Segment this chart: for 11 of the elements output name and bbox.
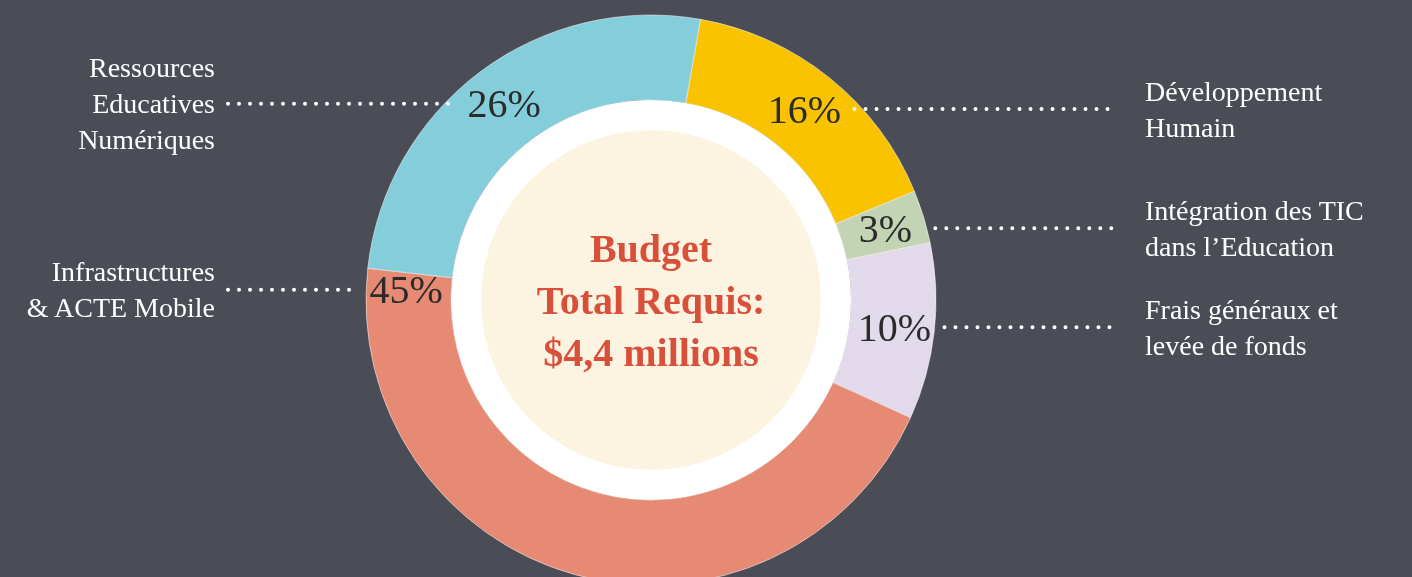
data-label: 26% <box>467 81 541 127</box>
slice-label: Intégration des TIC dans l’Education <box>1145 194 1364 262</box>
slice-label: Frais généraux et levée de fonds <box>1145 293 1339 361</box>
text: Budget Total Requis: $4,4 millions <box>536 225 766 375</box>
data-label: 10% <box>857 304 932 350</box>
slice-label: Ressources Educatives Numériques <box>78 52 215 156</box>
slice-label: Infrastructures & ACTE Mobile <box>26 256 215 324</box>
data-label: 45% <box>369 267 443 313</box>
data-label: 3% <box>858 205 912 251</box>
slice-label: Développement Humain <box>1145 75 1323 143</box>
data-label: 16% <box>767 86 842 132</box>
